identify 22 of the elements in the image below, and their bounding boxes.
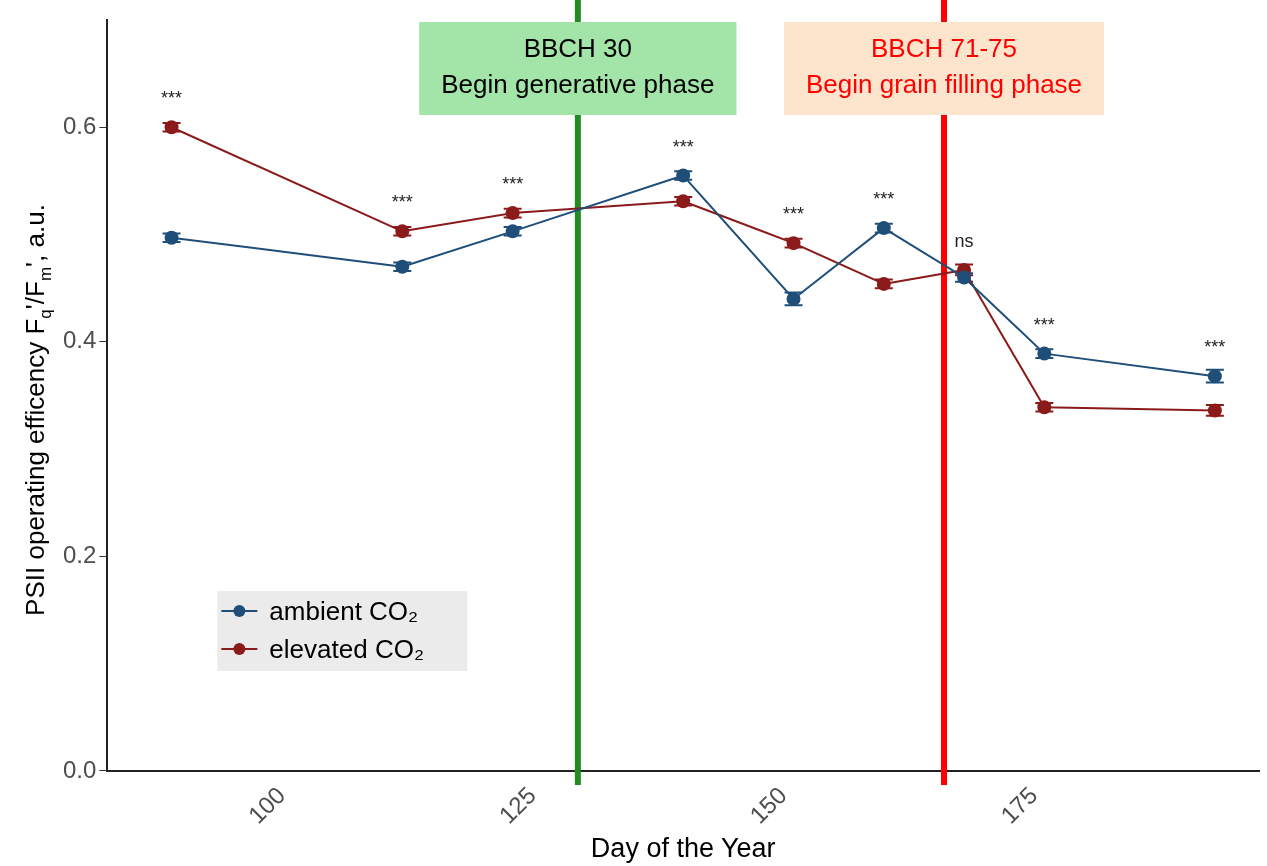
x-tick-label: 100 — [242, 781, 291, 829]
x-tick-label: 175 — [995, 781, 1043, 829]
x-axis-title: Day of the Year — [590, 833, 776, 864]
annotation: ns — [954, 230, 974, 251]
ref-line-label: BBCH 30 Begin generative phase — [441, 33, 715, 100]
y-tick-label: 0.2 — [62, 541, 97, 568]
y-tick-label: 0.6 — [62, 111, 97, 139]
x-tick-label: 150 — [744, 781, 792, 829]
annotation: *** — [161, 88, 183, 109]
x-tick-label: 125 — [493, 781, 541, 829]
annotation: *** — [873, 189, 895, 210]
annotation: *** — [1033, 314, 1055, 335]
annotation: *** — [391, 192, 413, 213]
ref-line-label: BBCH 71-75 Begin grain filling phase — [805, 33, 1083, 100]
annotation: *** — [1204, 337, 1226, 358]
annotation: *** — [783, 204, 805, 225]
legend-label: elevated CO₂ — [269, 634, 424, 665]
annotation: *** — [672, 136, 694, 157]
annotation: *** — [502, 174, 524, 195]
legend-label: ambient CO₂ — [269, 596, 419, 627]
y-tick-label: 0.4 — [62, 326, 97, 354]
y-tick-label: 0.0 — [62, 755, 97, 783]
